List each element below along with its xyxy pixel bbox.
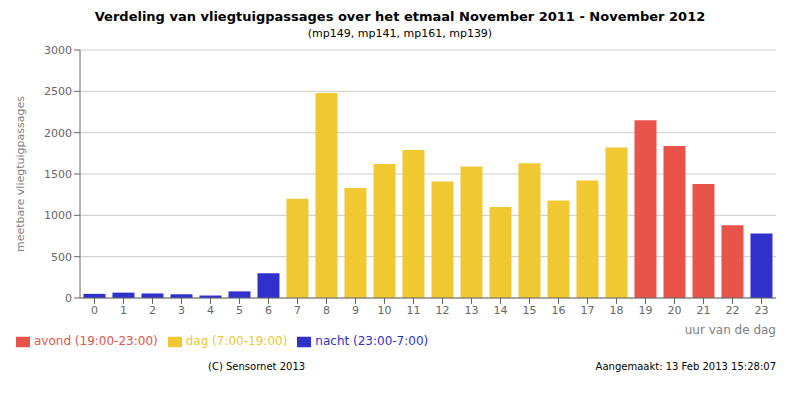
svg-text:6: 6 xyxy=(265,304,272,317)
svg-text:4: 4 xyxy=(207,304,214,317)
svg-text:16: 16 xyxy=(552,304,566,317)
svg-text:2500: 2500 xyxy=(44,85,72,98)
svg-text:meetbare vliegtuigpassages: meetbare vliegtuigpassages xyxy=(14,96,27,252)
svg-text:uur van de dag: uur van de dag xyxy=(685,323,776,337)
svg-text:20: 20 xyxy=(668,304,682,317)
html-text:avond (19:00-23:00): avond (19:00-23:00) xyxy=(34,334,158,348)
svg-text:2: 2 xyxy=(149,304,156,317)
svg-text:11: 11 xyxy=(407,304,421,317)
svg-text:12: 12 xyxy=(436,304,450,317)
html-text:(mp149, mp141, mp161, mp139): (mp149, mp141, mp161, mp139) xyxy=(307,27,493,40)
svg-text:8: 8 xyxy=(323,304,330,317)
svg-text:18: 18 xyxy=(610,304,624,317)
html-text:dag (7:00-19:00): dag (7:00-19:00) xyxy=(185,334,288,348)
html-text:Verdeling van vliegtuigpassage: Verdeling van vliegtuigpassages over het… xyxy=(94,9,706,24)
svg-text:14: 14 xyxy=(494,304,508,317)
svg-text:0: 0 xyxy=(65,292,72,305)
svg-text:3: 3 xyxy=(178,304,185,317)
svg-text:5: 5 xyxy=(236,304,243,317)
svg-text:500: 500 xyxy=(51,251,72,264)
svg-text:21: 21 xyxy=(697,304,711,317)
svg-text:19: 19 xyxy=(639,304,653,317)
svg-text:7: 7 xyxy=(294,304,301,317)
svg-text:23: 23 xyxy=(755,304,769,317)
html-text:nacht (23:00-7:00): nacht (23:00-7:00) xyxy=(315,334,429,348)
svg-text:22: 22 xyxy=(726,304,740,317)
svg-text:1500: 1500 xyxy=(44,168,72,181)
svg-text:9: 9 xyxy=(352,304,359,317)
svg-text:1: 1 xyxy=(120,304,127,317)
svg-text:13: 13 xyxy=(465,304,479,317)
svg-text:15: 15 xyxy=(523,304,537,317)
html-text:(C) Sensornet 2013: (C) Sensornet 2013 xyxy=(208,361,306,372)
svg-text:2000: 2000 xyxy=(44,127,72,140)
svg-text:1000: 1000 xyxy=(44,209,72,222)
svg-text:17: 17 xyxy=(581,304,595,317)
svg-text:3000: 3000 xyxy=(44,44,72,57)
svg-text:10: 10 xyxy=(378,304,392,317)
svg-text:0: 0 xyxy=(91,304,98,317)
html-text:Aangemaakt: 13 Feb 2013 15:28:: Aangemaakt: 13 Feb 2013 15:28:07 xyxy=(595,361,776,372)
